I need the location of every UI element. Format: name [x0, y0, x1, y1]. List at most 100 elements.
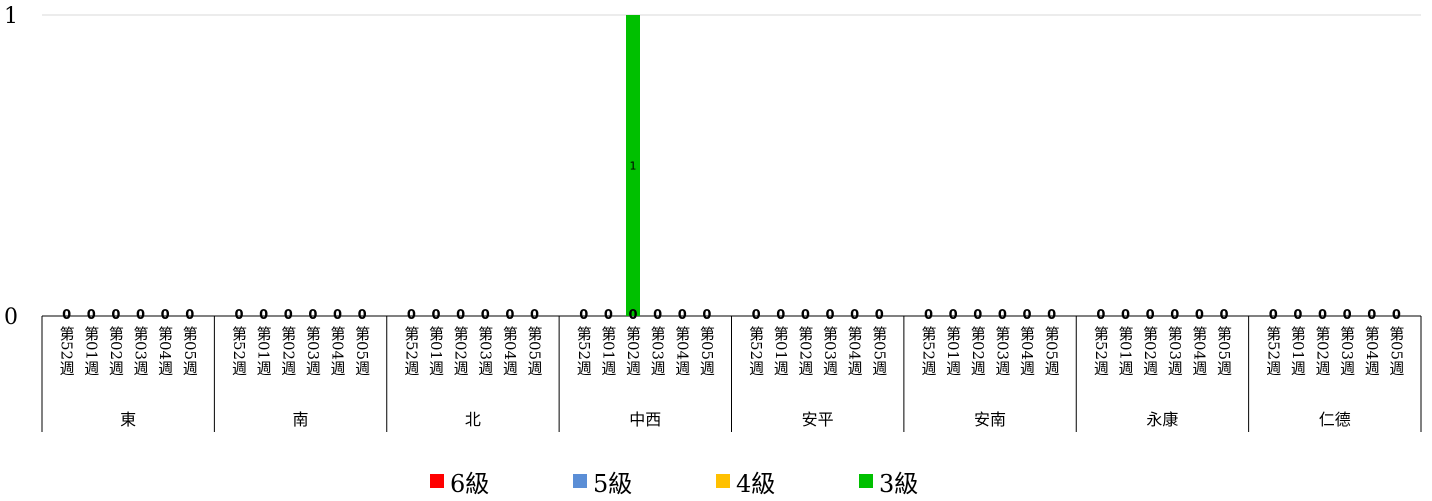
week-label: 第05週 [1387, 325, 1405, 376]
legend-swatch-3 [859, 474, 873, 488]
week-label: 第05週 [353, 325, 371, 376]
week-label: 第01週 [599, 325, 617, 376]
week-label: 第04週 [1018, 325, 1036, 376]
data-label: 0 [998, 308, 1007, 323]
group-label: 東 [120, 410, 136, 429]
data-label: 0 [1318, 308, 1327, 323]
week-label: 第01週 [427, 325, 445, 376]
data-label: 0 [579, 308, 588, 323]
data-label: 0 [1170, 308, 1179, 323]
week-label: 第03週 [993, 325, 1011, 376]
week-label: 第04週 [156, 325, 174, 376]
week-label: 第04週 [1190, 325, 1208, 376]
data-label: 0 [1269, 308, 1278, 323]
week-label: 第52週 [1092, 325, 1110, 376]
data-label: 0 [850, 308, 859, 323]
data-label: 0 [752, 308, 761, 323]
data-label: 0 [1343, 308, 1352, 323]
week-label: 第04週 [1363, 325, 1381, 376]
week-label: 第01週 [944, 325, 962, 376]
legend-item-4: 4級 [716, 466, 859, 498]
legend-label-4: 4級 [736, 469, 776, 498]
data-label: 0 [161, 308, 170, 323]
week-label: 第52週 [920, 325, 938, 376]
week-label: 第04週 [329, 325, 347, 376]
week-label: 第52週 [1264, 325, 1282, 376]
week-label: 第02週 [279, 325, 297, 376]
data-label: 0 [1195, 308, 1204, 323]
data-label: 0 [62, 308, 71, 323]
group-label: 仁德 [1319, 410, 1351, 429]
data-label: 0 [530, 308, 539, 323]
group-label: 南 [293, 410, 309, 429]
week-label: 第01週 [1289, 325, 1307, 376]
week-label: 第03週 [304, 325, 322, 376]
data-label: 0 [407, 308, 416, 323]
data-label: 0 [1022, 308, 1031, 323]
legend-swatch-4 [716, 474, 730, 488]
week-label: 第02週 [969, 325, 987, 376]
week-label: 第05週 [181, 325, 199, 376]
data-label: 0 [431, 308, 440, 323]
data-label: 0 [259, 308, 268, 323]
data-label: 0 [456, 308, 465, 323]
data-label: 0 [234, 308, 243, 323]
week-label: 第01週 [82, 325, 100, 376]
data-label: 0 [973, 308, 982, 323]
bar [626, 15, 640, 316]
week-label: 第03週 [649, 325, 667, 376]
week-label: 第52週 [747, 325, 765, 376]
week-label: 第03週 [476, 325, 494, 376]
group-label: 安平 [802, 410, 834, 429]
data-label: 0 [825, 308, 834, 323]
data-label: 0 [333, 308, 342, 323]
data-label: 0 [653, 308, 662, 323]
data-label: 0 [1146, 308, 1155, 323]
data-label: 0 [1219, 308, 1228, 323]
chart-plot: 010第52週0第01週0第02週0第03週0第04週0第05週東0第52週0第… [4, 4, 1422, 432]
week-label: 第05週 [526, 325, 544, 376]
data-label: 0 [604, 308, 613, 323]
data-label: 0 [1367, 308, 1376, 323]
week-label: 第03週 [821, 325, 839, 376]
data-label: 0 [1047, 308, 1056, 323]
data-label: 0 [702, 308, 711, 323]
legend-label-3: 3級 [879, 469, 919, 498]
week-label: 第02週 [796, 325, 814, 376]
data-label: 1 [630, 160, 637, 173]
data-label: 0 [481, 308, 490, 323]
data-label: 0 [136, 308, 145, 323]
legend-swatch-5 [573, 474, 587, 488]
data-label: 0 [1293, 308, 1302, 323]
data-label: 0 [1121, 308, 1130, 323]
week-label: 第05週 [870, 325, 888, 376]
week-label: 第52週 [230, 325, 248, 376]
legend-item-5: 5級 [573, 466, 716, 498]
week-label: 第02週 [452, 325, 470, 376]
group-label: 安南 [974, 410, 1006, 429]
legend: 6級 5級 4級 3級 [0, 466, 1432, 498]
week-label: 第04週 [673, 325, 691, 376]
data-label: 0 [185, 308, 194, 323]
data-label: 0 [284, 308, 293, 323]
week-label: 第01週 [1117, 325, 1135, 376]
data-label: 0 [628, 308, 637, 323]
week-label: 第02週 [107, 325, 125, 376]
week-label: 第52週 [402, 325, 420, 376]
data-label: 0 [875, 308, 884, 323]
group-label: 北 [465, 410, 481, 429]
data-label: 0 [308, 308, 317, 323]
week-label: 第03週 [1166, 325, 1184, 376]
data-label: 0 [358, 308, 367, 323]
legend-item-3: 3級 [859, 466, 1002, 498]
week-label: 第03週 [1338, 325, 1356, 376]
week-label: 第52週 [58, 325, 76, 376]
week-label: 第52週 [575, 325, 593, 376]
legend-label-5: 5級 [593, 469, 633, 498]
y-tick-label: 0 [4, 305, 18, 330]
data-label: 0 [776, 308, 785, 323]
data-label: 0 [111, 308, 120, 323]
data-label: 0 [949, 308, 958, 323]
week-label: 第05週 [1215, 325, 1233, 376]
data-label: 0 [1392, 308, 1401, 323]
